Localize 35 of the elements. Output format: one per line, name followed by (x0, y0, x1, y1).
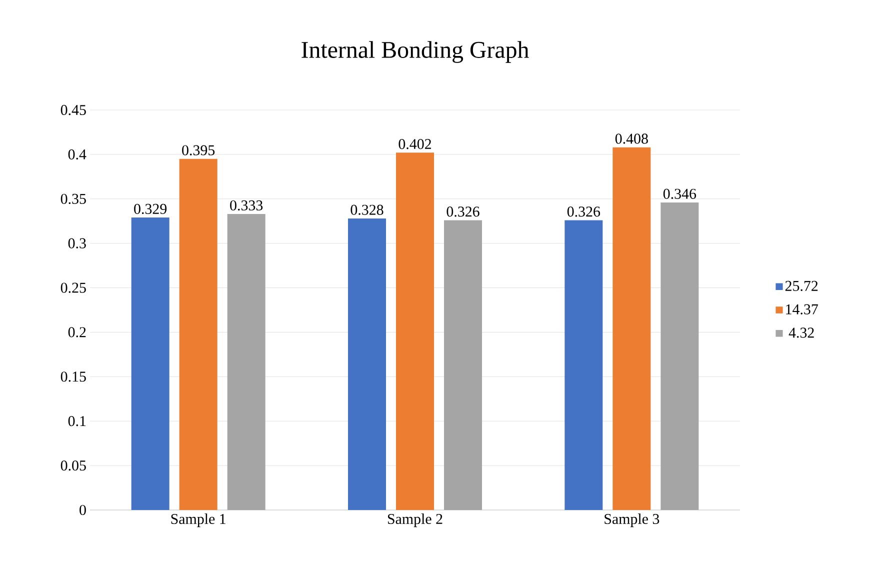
bar (564, 220, 603, 510)
legend-label: 14.37 (786, 304, 818, 314)
bar (444, 220, 482, 510)
data-label: 0.402 (398, 138, 431, 150)
y-tick-label: 0.4 (68, 149, 86, 160)
y-tick-label: 0.35 (60, 194, 86, 204)
data-label: 0.326 (567, 206, 600, 217)
bar (131, 218, 170, 510)
bar (179, 158, 218, 510)
x-tick-label: Sample 1 (171, 514, 226, 528)
legend-label: 4.32 (788, 328, 814, 338)
y-tick-label: 0.3 (68, 238, 86, 248)
bar (612, 147, 651, 510)
bar (227, 214, 266, 510)
y-tick-label: 0 (80, 504, 86, 516)
y-tick-label: 0.15 (60, 372, 86, 382)
y-tick-label: 0.05 (60, 460, 86, 471)
data-label: 0.329 (134, 204, 167, 214)
bar (660, 202, 699, 510)
data-label: 0.346 (663, 188, 696, 199)
data-label: 0.333 (230, 200, 263, 210)
data-label: 0.408 (615, 134, 648, 144)
chart-title: Internal Bonding Graph (302, 41, 529, 63)
y-tick-label: 0.2 (68, 327, 86, 338)
y-tick-label: 0.1 (68, 416, 86, 426)
bar (396, 152, 434, 510)
x-tick-label: Sample 3 (604, 514, 660, 528)
legend-label: 25.72 (785, 280, 818, 292)
x-tick-label: Sample 2 (388, 514, 442, 528)
data-label: 0.395 (182, 145, 215, 156)
bar (348, 218, 386, 510)
y-tick-label: 0.25 (60, 282, 86, 293)
data-label: 0.326 (446, 206, 480, 217)
data-label: 0.328 (350, 204, 384, 215)
y-tick-label: 0.45 (60, 104, 86, 116)
